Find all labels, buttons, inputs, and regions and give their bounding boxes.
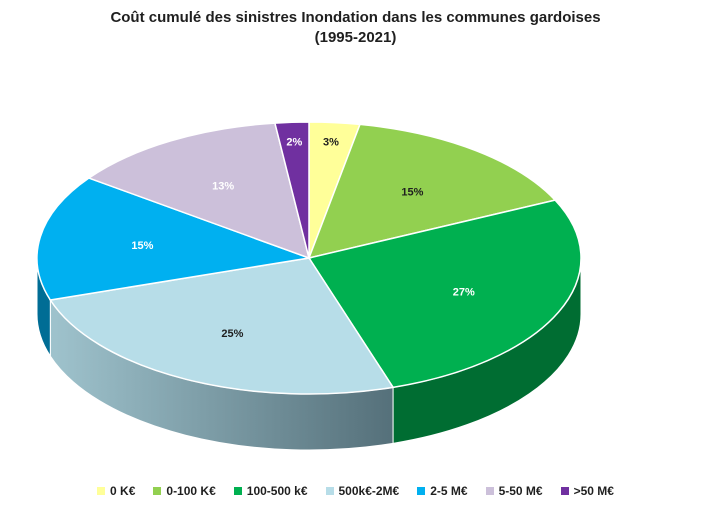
legend-label: >50 M€ — [573, 484, 614, 498]
legend-swatch — [560, 487, 569, 495]
legend-item-0-100-k: 0-100 K€ — [153, 484, 216, 498]
chart-legend: 0 K€ 0-100 K€ 100-500 k€ 500k€-2M€ 2-5 M€ 5-5… — [0, 484, 711, 498]
pie-slice-500k-2m — [49, 257, 395, 395]
legend-label: 500k€-2M€ — [338, 484, 400, 498]
data-label-5-50-m: 13% — [212, 180, 234, 192]
legend-item-0-k: 0 K€ — [97, 484, 135, 498]
chart-title: Coût cumulé des sinistres Inondation dan… — [0, 8, 711, 48]
data-label-0-k: 3% — [323, 137, 339, 149]
pie-slice-100-500-k — [307, 199, 582, 389]
chart-title-line2: (1995-2021) — [314, 29, 397, 46]
legend-item-2-5-m: 2-5 M€ — [417, 484, 468, 498]
legend-label: 0-100 K€ — [166, 484, 216, 498]
pie-slice-50-m — [273, 121, 310, 259]
legend-label: 5-50 M€ — [498, 484, 543, 498]
legend-swatch — [233, 487, 242, 495]
data-label-2-5-m: 15% — [131, 240, 153, 252]
legend-item-50-m: >50 M€ — [560, 484, 614, 498]
pie-data-labels: 3% 15% 27% 25% 15% 13% 2% — [131, 136, 475, 340]
legend-swatch — [153, 487, 162, 495]
legend-item-100-500-k: 100-500 k€ — [233, 484, 308, 498]
pie-slice-0-100-k — [307, 123, 557, 260]
legend-swatch — [97, 487, 106, 495]
pie-slice-5-50-m — [87, 122, 311, 260]
legend-label: 2-5 M€ — [430, 484, 468, 498]
data-label-50-m: 2% — [286, 136, 302, 148]
data-label-0-100-k: 15% — [401, 186, 423, 198]
legend-swatch — [417, 487, 426, 495]
legend-item-5-50-m: 5-50 M€ — [485, 484, 543, 498]
legend-label: 0 K€ — [110, 484, 136, 498]
data-label-100-500-k: 27% — [453, 286, 475, 298]
data-label-500k-2m: 25% — [221, 328, 243, 340]
legend-label: 100-500 k€ — [246, 484, 308, 498]
pie-tops — [36, 121, 582, 395]
pie-slice-2-5-m — [36, 177, 312, 301]
legend-item-500k-2m: 500k€-2M€ — [325, 484, 400, 498]
chart-title-line1: Coût cumulé des sinistres Inondation dan… — [110, 9, 601, 26]
legend-swatch — [485, 487, 494, 495]
legend-swatch — [325, 487, 334, 495]
